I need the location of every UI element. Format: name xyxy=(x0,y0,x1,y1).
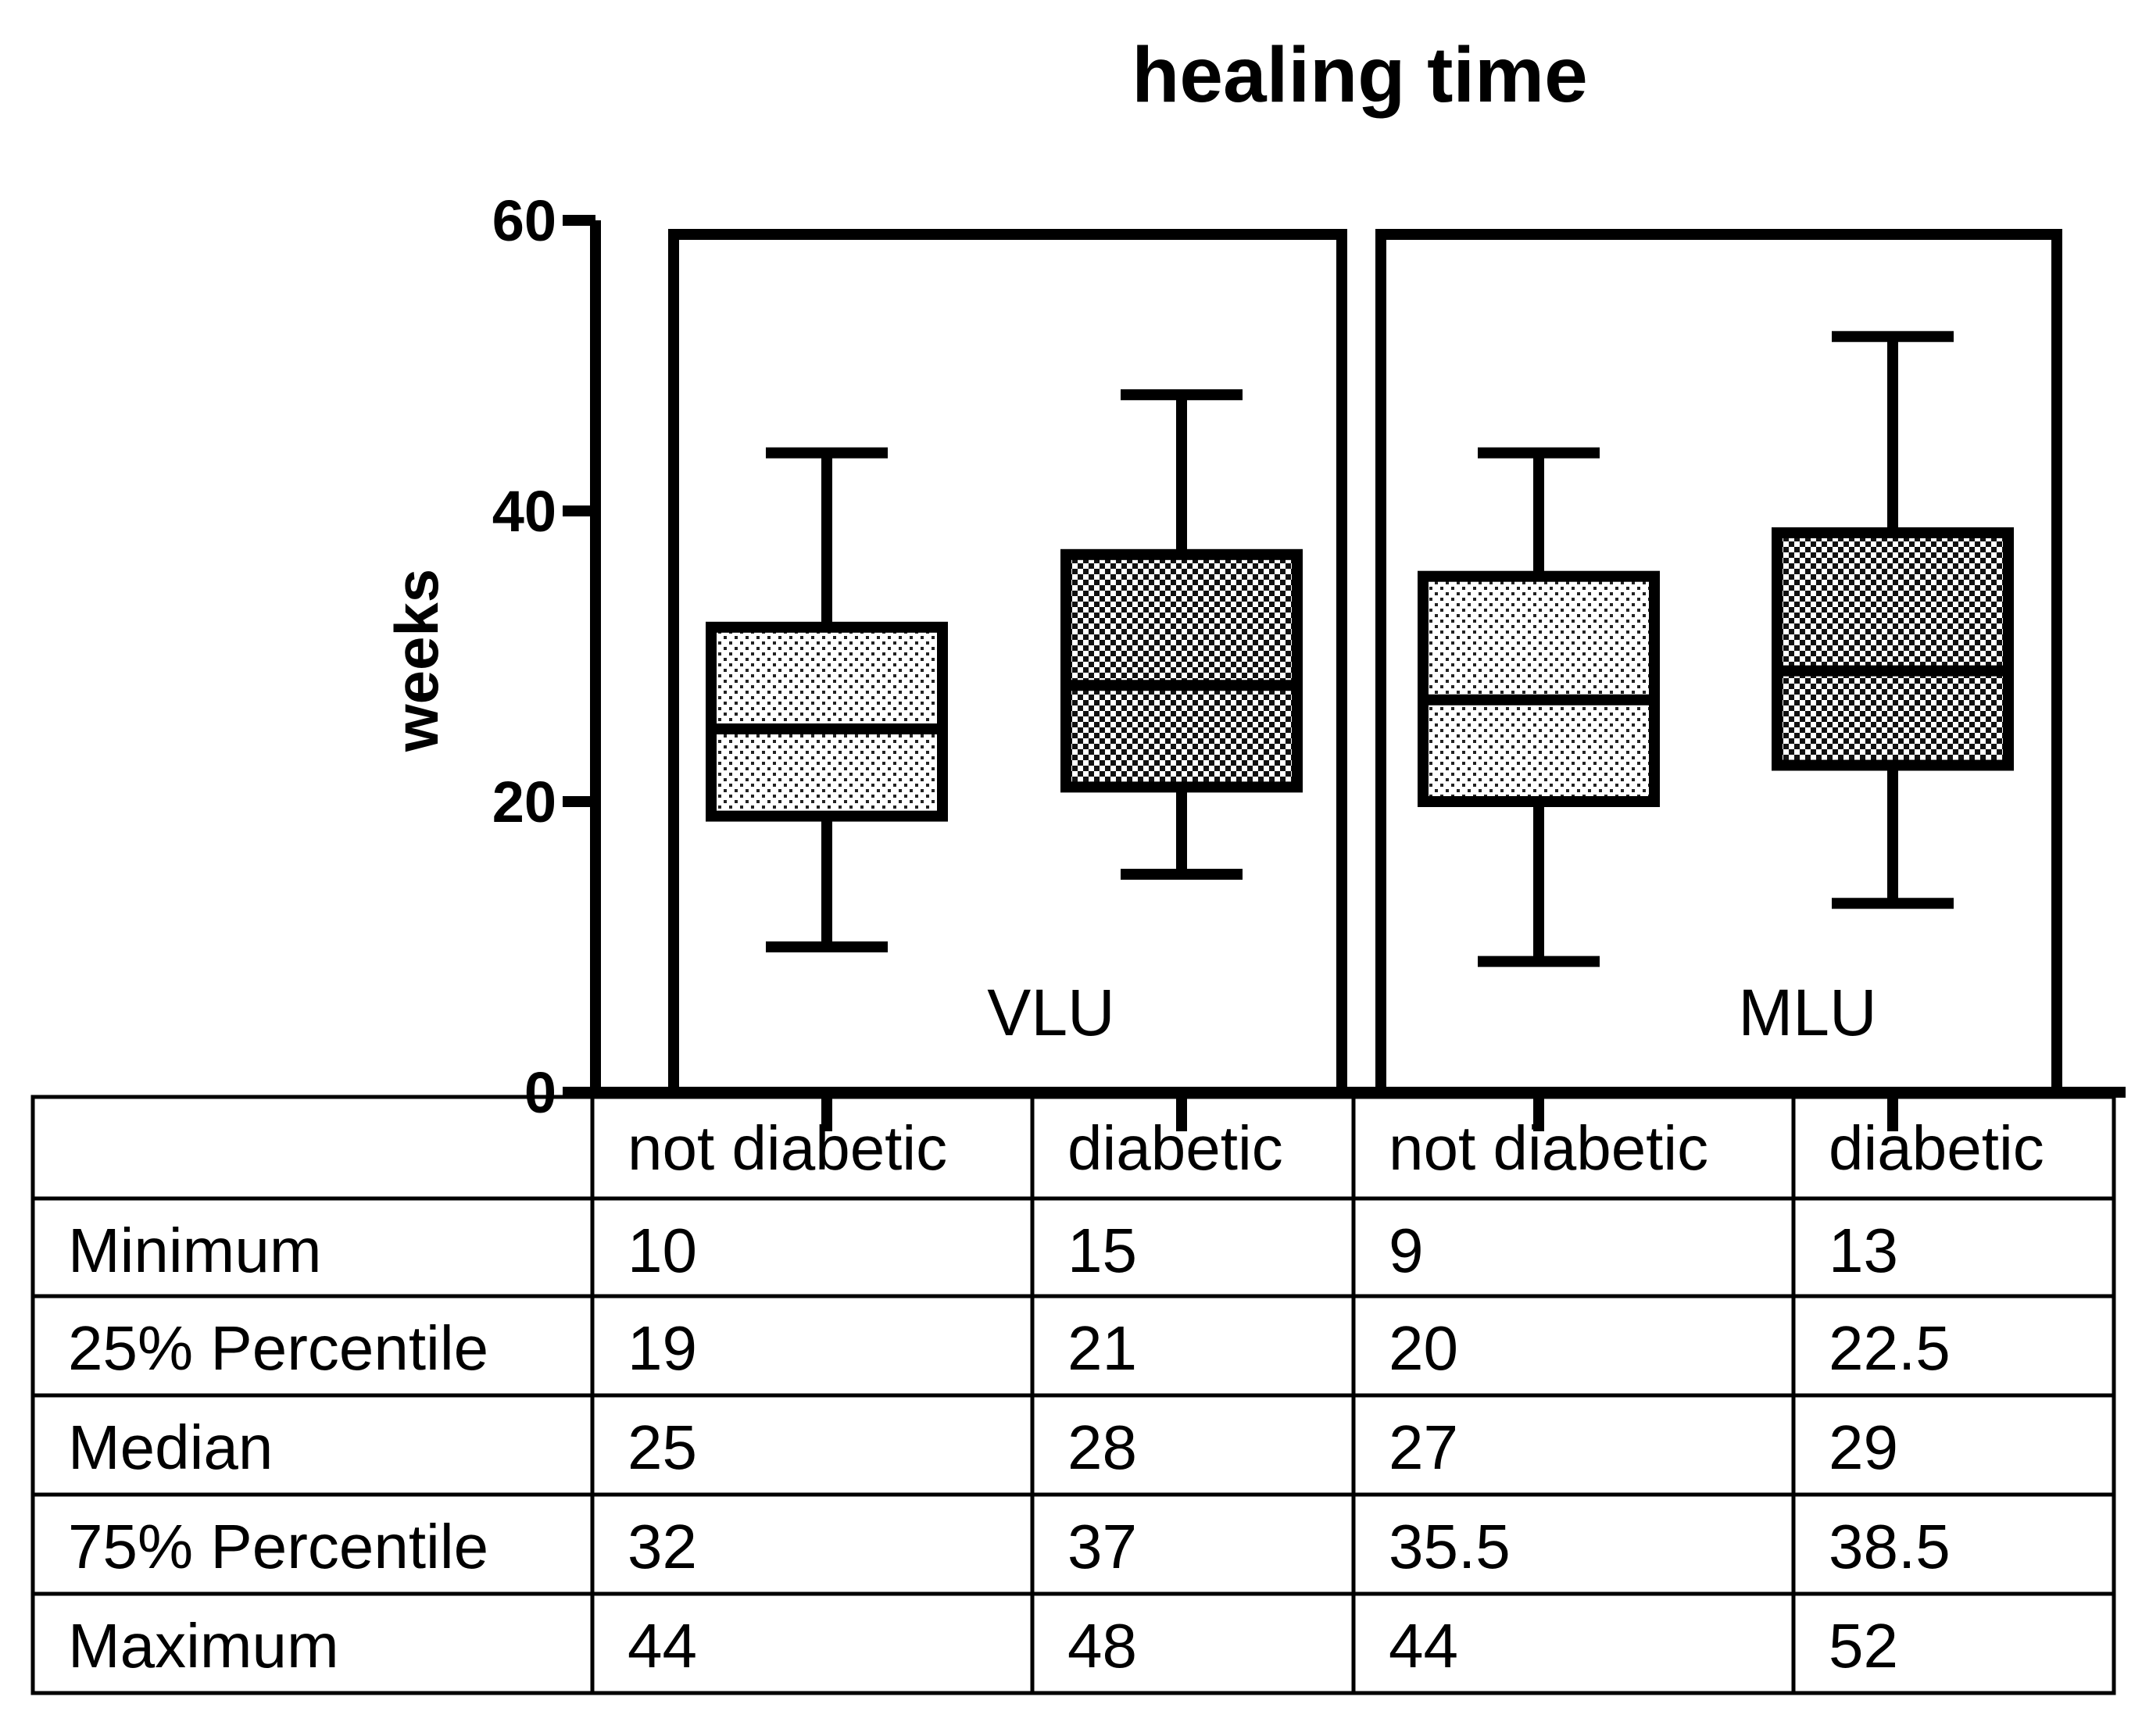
table-cell: 10 xyxy=(628,1216,697,1285)
table-cell: 29 xyxy=(1829,1413,1898,1482)
table-cell: 13 xyxy=(1829,1216,1898,1285)
table-cell: 38.5 xyxy=(1829,1512,1951,1581)
table-cell: 9 xyxy=(1389,1216,1424,1285)
y-tick-label: 0 xyxy=(524,1060,556,1125)
table-cell: 52 xyxy=(1829,1611,1898,1681)
table-cell: 27 xyxy=(1389,1413,1458,1482)
table-cell: 21 xyxy=(1067,1313,1137,1383)
table-header-cell: diabetic xyxy=(1067,1113,1283,1183)
plot-area: 0 20 40 60 VLU MLU xyxy=(492,188,2126,1131)
y-axis-label: weeks xyxy=(382,569,451,752)
iqr-box xyxy=(706,621,948,822)
group-label: VLU xyxy=(987,976,1114,1049)
y-tick-label: 20 xyxy=(492,770,556,834)
table-row-label: 75% Percentile xyxy=(68,1512,488,1581)
table-header-cell: not diabetic xyxy=(1389,1113,1708,1183)
table-cell: 37 xyxy=(1067,1512,1137,1581)
table-row-label: 25% Percentile xyxy=(68,1313,488,1383)
table-cell: 28 xyxy=(1067,1413,1137,1482)
table-cell: 35.5 xyxy=(1389,1512,1511,1581)
table-cell: 32 xyxy=(628,1512,697,1581)
group-frame xyxy=(1375,229,2062,1098)
table-cell: 44 xyxy=(628,1611,697,1681)
table-cell: 25 xyxy=(628,1413,697,1482)
table-cell: 20 xyxy=(1389,1313,1458,1383)
table-header-cell: diabetic xyxy=(1829,1113,2044,1183)
y-tick-label: 60 xyxy=(492,188,556,253)
iqr-box xyxy=(1060,548,1303,793)
table-cell: 48 xyxy=(1067,1611,1137,1681)
y-tick-label: 40 xyxy=(492,479,556,544)
table-row-label: Median xyxy=(68,1413,273,1482)
iqr-box xyxy=(1772,527,2014,771)
iqr-box xyxy=(1418,570,1660,807)
group-label: MLU xyxy=(1738,976,1876,1049)
table-cell: 19 xyxy=(628,1313,697,1383)
table-row-label: Minimum xyxy=(68,1216,321,1285)
table-header-cell: not diabetic xyxy=(628,1113,947,1183)
group-frame xyxy=(668,229,1347,1098)
summary-table: not diabetic diabetic not diabetic diabetic… xyxy=(30,1095,2116,1695)
table-cell: 15 xyxy=(1067,1216,1137,1285)
table-row-label: Maximum xyxy=(68,1611,339,1681)
chart-title: healing time xyxy=(1132,31,1587,119)
table-cell: 44 xyxy=(1389,1611,1458,1681)
table-cell: 22.5 xyxy=(1829,1313,1951,1383)
